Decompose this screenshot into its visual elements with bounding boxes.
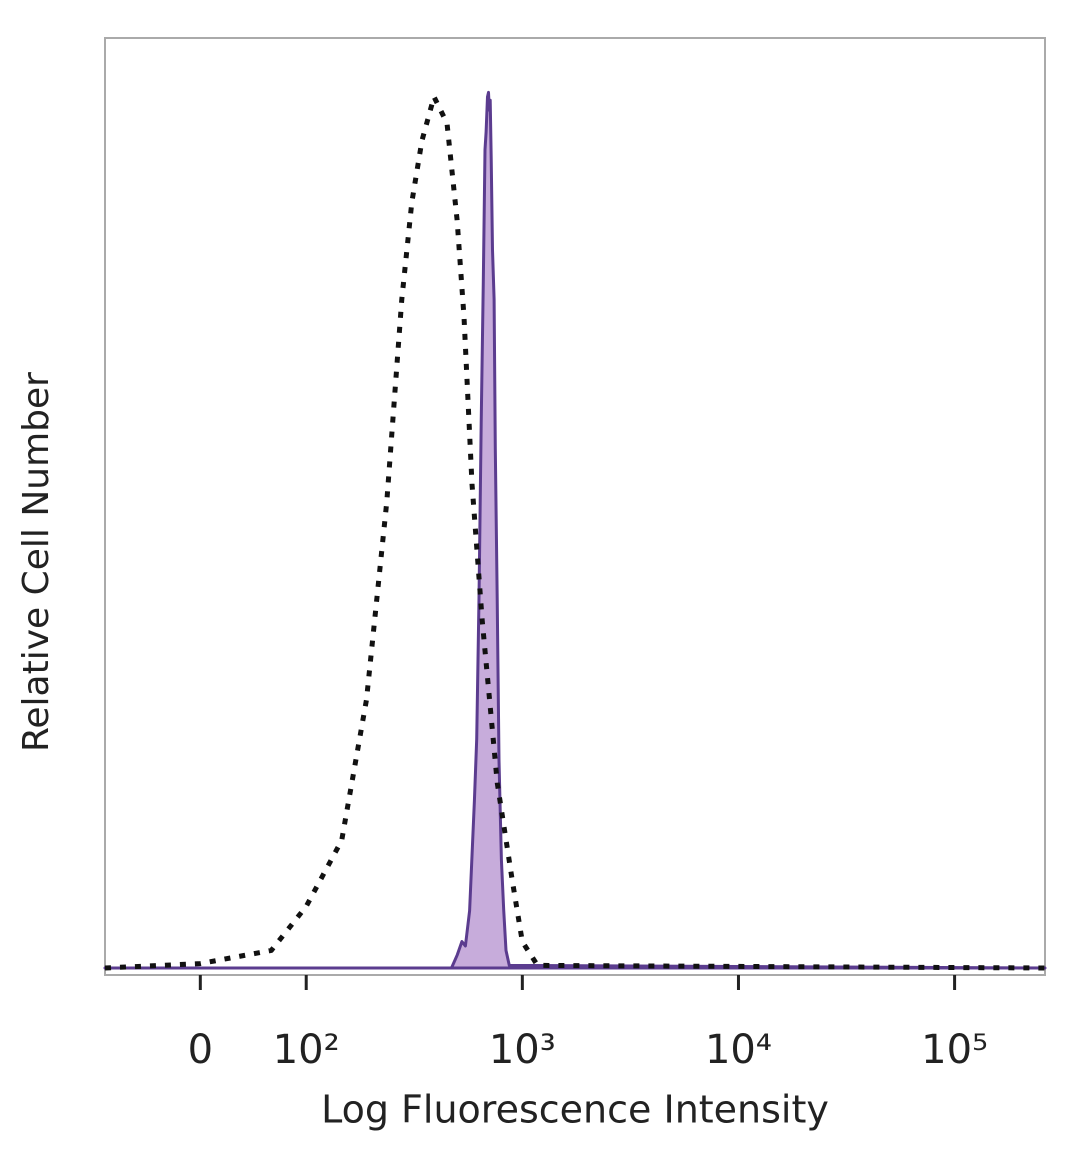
y-axis-label: Relative Cell Number (16, 372, 57, 752)
x-tick-label: 10⁵ (921, 1027, 988, 1073)
plot-frame (104, 37, 1046, 976)
x-tick-label: 10² (273, 1027, 340, 1073)
x-tick-label: 10³ (489, 1027, 556, 1073)
x-axis-label: Log Fluorescence Intensity (321, 1088, 829, 1132)
filled-histogram (103, 90, 1047, 970)
x-tick-label: 10⁴ (705, 1027, 772, 1073)
dotted-histogram (104, 94, 1046, 971)
x-tick-label: 0 (188, 1027, 213, 1073)
